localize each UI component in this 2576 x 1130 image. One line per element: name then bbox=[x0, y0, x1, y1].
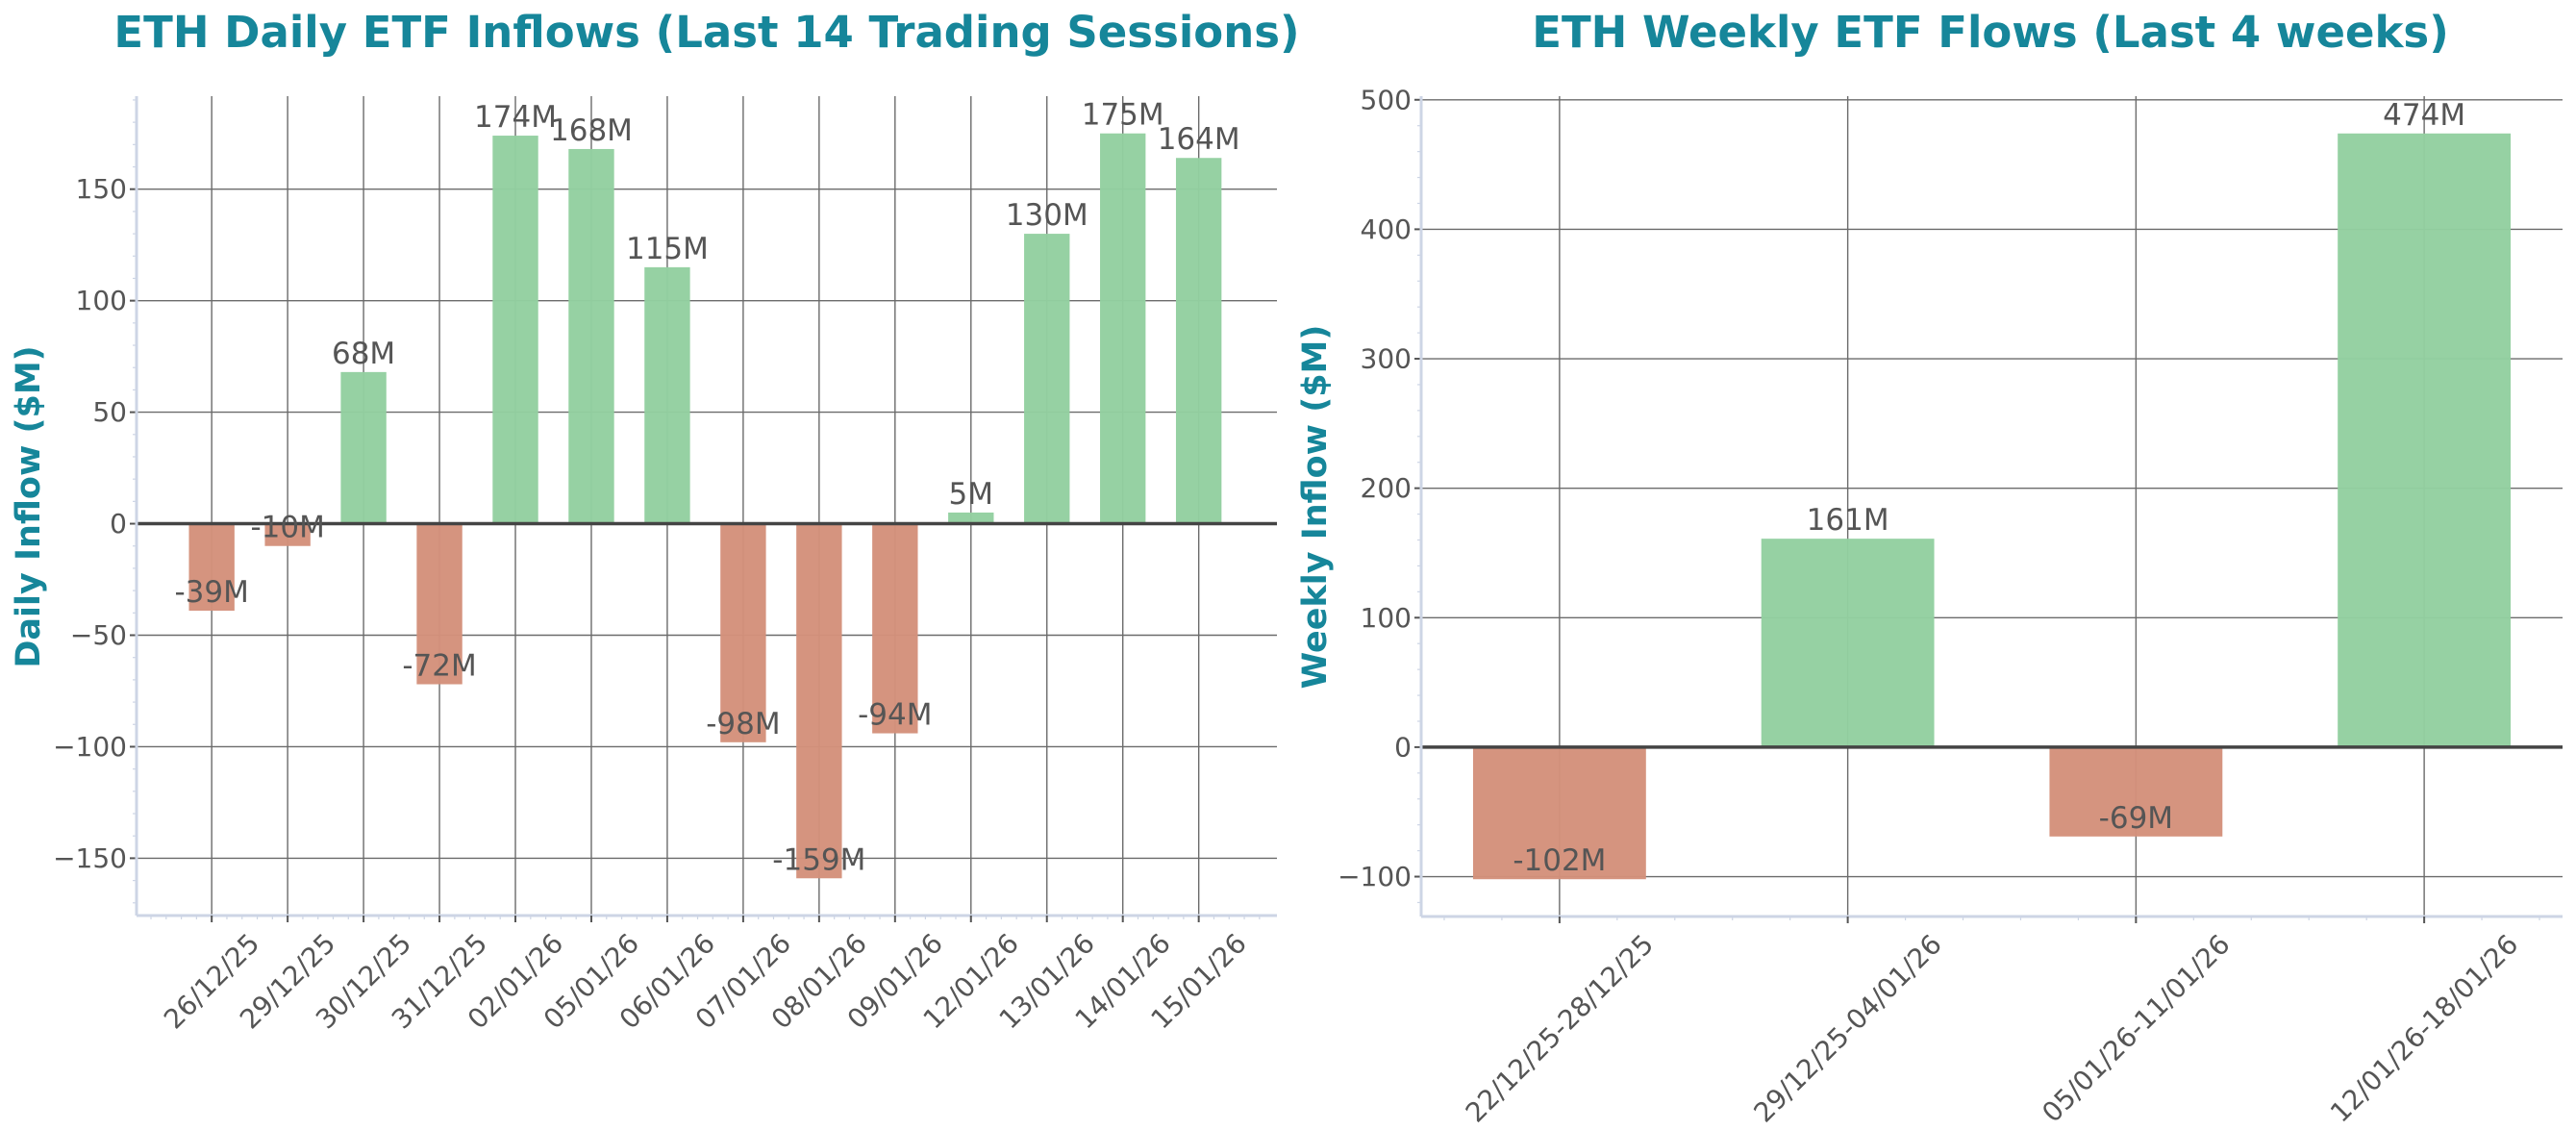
data-label: -94M bbox=[858, 698, 932, 733]
data-label: 164M bbox=[1158, 122, 1240, 157]
outflow-bar bbox=[720, 523, 766, 742]
data-label: 474M bbox=[2383, 98, 2465, 133]
outflow-bar bbox=[872, 523, 918, 734]
y-tick-label: 200 bbox=[1361, 472, 1412, 504]
inflow-bar bbox=[492, 136, 538, 524]
inflow-bar bbox=[1175, 158, 1222, 524]
data-label: -98M bbox=[706, 707, 780, 741]
outflow-bar bbox=[1472, 746, 1646, 880]
y-tick-label: −100 bbox=[1338, 861, 1412, 892]
data-label: -159M bbox=[772, 842, 865, 877]
y-tick-label: 500 bbox=[1361, 84, 1412, 115]
y-tick-label: 0 bbox=[1394, 731, 1412, 763]
data-label: 161M bbox=[1807, 503, 1889, 538]
inflow-bar bbox=[2338, 133, 2512, 747]
data-label: 68M bbox=[332, 337, 395, 371]
y-tick-label: −50 bbox=[70, 619, 127, 651]
outflow-bar bbox=[796, 523, 842, 879]
x-tick-label: 29/12/25-04/01/26 bbox=[1747, 928, 1947, 1128]
y-tick-label: 0 bbox=[110, 508, 127, 540]
y-tick-label: 50 bbox=[92, 396, 127, 428]
y-tick-label: 400 bbox=[1361, 213, 1412, 245]
inflow-bar bbox=[644, 266, 690, 524]
y-axis-label: Weekly Inflow ($M) bbox=[1296, 325, 1335, 690]
y-tick-label: 100 bbox=[76, 285, 127, 316]
data-label: 115M bbox=[626, 232, 709, 266]
data-label: 168M bbox=[550, 113, 633, 148]
x-tick-label: 12/01/26-18/01/26 bbox=[2324, 928, 2524, 1128]
inflow-bar bbox=[1100, 133, 1146, 524]
inflow-bar bbox=[1024, 234, 1070, 524]
outflow-bar bbox=[264, 523, 311, 546]
inflow-bar bbox=[1761, 539, 1935, 747]
chart-title: ETH Daily ETF Inflows (Last 14 Trading S… bbox=[113, 7, 1299, 58]
y-tick-label: −100 bbox=[53, 731, 127, 763]
daily-inflows-chart: ETH Daily ETF Inflows (Last 14 Trading S… bbox=[10, 7, 1300, 1035]
data-label: -10M bbox=[250, 511, 324, 545]
data-label: -102M bbox=[1513, 843, 1606, 878]
y-tick-label: 150 bbox=[76, 173, 127, 205]
y-axis-label: Daily Inflow ($M) bbox=[10, 345, 48, 667]
inflow-bar bbox=[340, 371, 387, 524]
data-label: -39M bbox=[174, 575, 248, 610]
y-tick-label: 300 bbox=[1361, 343, 1412, 375]
outflow-bar bbox=[416, 523, 463, 685]
y-tick-label: 100 bbox=[1361, 602, 1412, 634]
inflow-bar bbox=[948, 512, 994, 524]
y-tick-label: −150 bbox=[53, 842, 127, 874]
data-label: 174M bbox=[474, 100, 557, 135]
weekly-flows-chart: ETH Weekly ETF Flows (Last 4 weeks) Week… bbox=[1296, 7, 2563, 1129]
outflow-bar bbox=[188, 523, 235, 611]
data-label: 175M bbox=[1082, 98, 1164, 133]
inflow-bar bbox=[568, 148, 614, 524]
chart-title: ETH Weekly ETF Flows (Last 4 weeks) bbox=[1532, 7, 2449, 58]
x-tick-label: 05/01/26-11/01/26 bbox=[2036, 928, 2236, 1128]
outflow-bar bbox=[2049, 746, 2223, 837]
data-label: 5M bbox=[949, 477, 993, 512]
data-label: -72M bbox=[402, 649, 476, 684]
x-tick-label: 22/12/25-28/12/25 bbox=[1460, 928, 1660, 1128]
data-label: 130M bbox=[1006, 198, 1088, 233]
data-label: -69M bbox=[2099, 801, 2173, 836]
